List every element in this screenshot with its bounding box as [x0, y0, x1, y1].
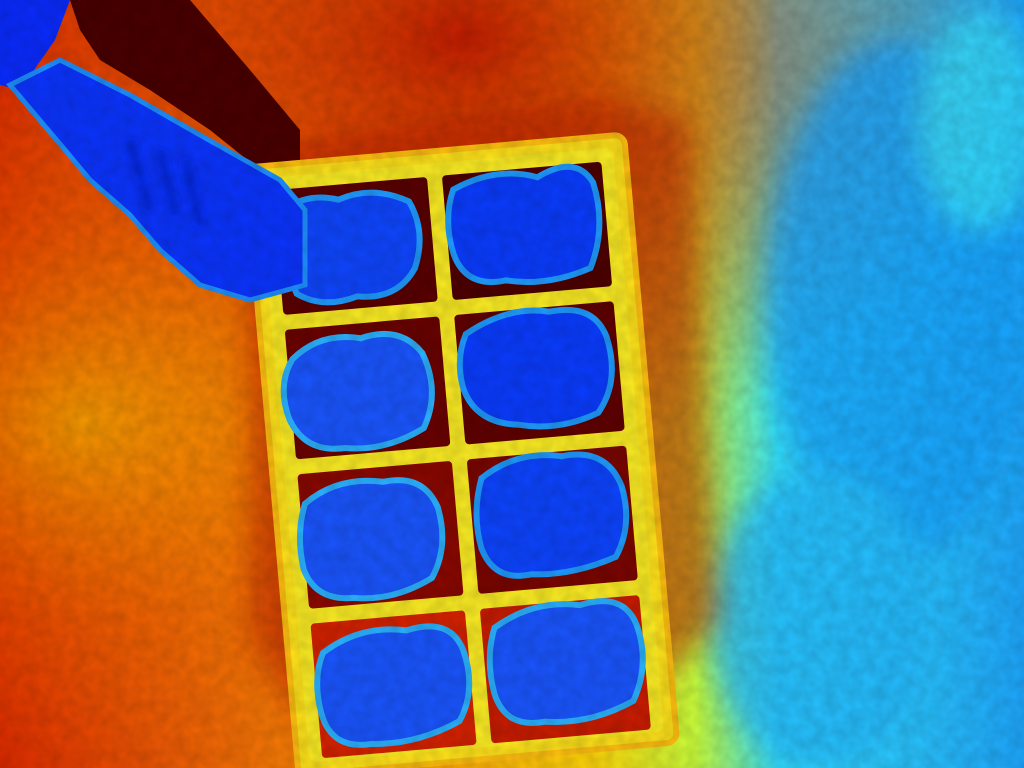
thermal-scene [0, 0, 1024, 768]
sensor-noise [0, 0, 1024, 768]
